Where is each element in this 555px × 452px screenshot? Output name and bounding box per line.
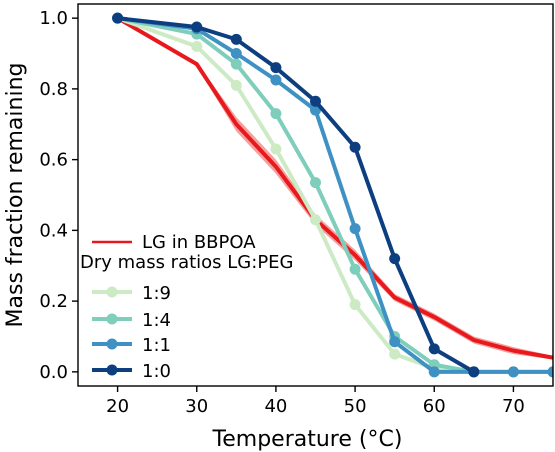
reference-uncertainty-band	[117, 18, 553, 360]
data-point-1-1	[507, 366, 519, 378]
data-point-1-4	[310, 177, 321, 189]
y-axis-label: Mass fraction remaining	[3, 63, 28, 328]
data-point-1-0	[349, 141, 361, 153]
data-point-1-1	[547, 366, 553, 378]
y-tick-label: 0.6	[39, 150, 68, 171]
legend-marker-1-4	[106, 313, 118, 325]
data-point-1-1	[349, 223, 361, 235]
legend-label-lg-in-bbpoa: LG in BBPOA	[142, 232, 256, 253]
axes: 20 30 40 50 60 70 0.0 0.2 0.4 0.6 0.8 1.0 Temperatur…	[3, 3, 554, 452]
data-point-1-9	[389, 348, 401, 360]
x-tick-label: 20	[106, 396, 129, 417]
series-line-1-9	[115, 16, 553, 374]
y-tick-label: 0.8	[39, 79, 68, 100]
x-tick-label: 30	[185, 396, 208, 417]
x-tick-label: 70	[502, 396, 525, 417]
data-point-1-4	[270, 108, 282, 120]
data-point-1-0	[468, 366, 480, 378]
legend-group-title: Dry mass ratios LG:PEG	[80, 252, 294, 273]
data-point-1-0	[310, 95, 321, 107]
data-point-1-0	[112, 12, 124, 24]
data-point-1-1	[270, 74, 282, 86]
y-tick-label: 1.0	[39, 8, 68, 29]
data-point-1-1	[230, 48, 242, 60]
data-point-1-0	[191, 21, 203, 33]
data-point-1-9	[230, 79, 242, 91]
x-tick-label: 60	[423, 396, 446, 417]
data-point-1-9	[310, 214, 321, 226]
data-point-1-9	[349, 299, 361, 311]
data-point-1-4	[349, 263, 361, 275]
legend-marker-1-0	[106, 364, 118, 376]
plot-area	[112, 12, 553, 378]
data-point-1-0	[230, 33, 242, 45]
x-tick-label: 50	[344, 396, 367, 417]
data-point-1-0	[270, 62, 282, 74]
x-tick-label: 40	[264, 396, 287, 417]
legend-label-1-1: 1:1	[142, 335, 171, 356]
data-point-1-0	[389, 253, 401, 265]
series-line-1-4	[115, 16, 553, 374]
data-point-1-1	[428, 366, 440, 378]
legend-marker-1-9	[106, 286, 118, 298]
data-point-1-0	[428, 343, 440, 355]
y-tick-label: 0.2	[39, 291, 68, 312]
legend-label-1-0: 1:0	[142, 361, 171, 382]
y-tick-label: 0.4	[39, 220, 68, 241]
legend-label-1-9: 1:9	[142, 283, 171, 304]
legend-marker-1-1	[106, 338, 118, 350]
series-line-1-1	[115, 16, 553, 374]
plot-frame	[77, 3, 554, 387]
data-point-1-4	[230, 58, 242, 70]
data-point-1-9	[270, 143, 282, 155]
data-point-1-1	[389, 336, 401, 348]
series-line-lg-in-bbpoa	[115, 16, 553, 360]
x-axis-label: Temperature (°C)	[212, 427, 403, 452]
y-tick-label: 0.0	[39, 362, 68, 383]
data-point-1-9	[191, 40, 203, 52]
legend-label-1-4: 1:4	[142, 310, 171, 331]
